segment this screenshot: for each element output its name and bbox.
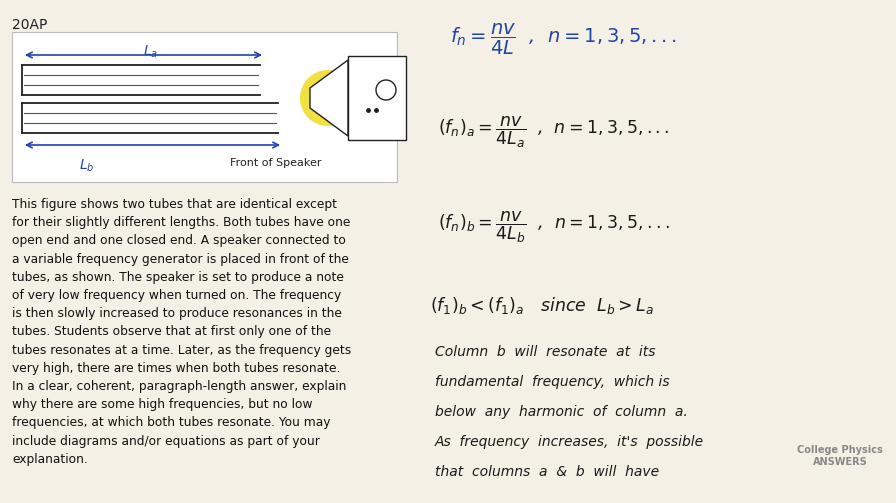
Text: As  frequency  increases,  it's  possible: As frequency increases, it's possible <box>435 435 704 449</box>
Text: $L_a$: $L_a$ <box>143 44 159 60</box>
Text: fundamental  frequency,  which is: fundamental frequency, which is <box>435 375 669 389</box>
Text: $\left(f_n\right)_b = \dfrac{nv}{4L_b}$  ,  $n=1, 3, 5, ...$: $\left(f_n\right)_b = \dfrac{nv}{4L_b}$ … <box>438 210 670 245</box>
Text: $f_n = \dfrac{nv}{4L}$  ,  $n=1, 3, 5, ...$: $f_n = \dfrac{nv}{4L}$ , $n=1, 3, 5, ...… <box>450 22 677 57</box>
Text: that  columns  a  &  b  will  have: that columns a & b will have <box>435 465 659 479</box>
Text: $L_b$: $L_b$ <box>79 158 95 175</box>
Bar <box>12 32 397 182</box>
Text: Column  b  will  resonate  at  its: Column b will resonate at its <box>435 345 656 359</box>
Circle shape <box>300 70 356 126</box>
Text: $\left(f_n\right)_a = \dfrac{nv}{4L_a}$  ,  $n=1, 3, 5, ...$: $\left(f_n\right)_a = \dfrac{nv}{4L_a}$ … <box>438 115 669 150</box>
Text: $\left(f_1\right)_b < \left(f_1\right)_a$   since  $L_b > L_a$: $\left(f_1\right)_b < \left(f_1\right)_a… <box>430 295 654 316</box>
Text: This figure shows two tubes that are identical except
for their slightly differe: This figure shows two tubes that are ide… <box>12 198 351 466</box>
Text: Front of Speaker: Front of Speaker <box>230 158 322 168</box>
Bar <box>348 56 406 140</box>
Polygon shape <box>310 60 348 136</box>
Text: below  any  harmonic  of  column  a.: below any harmonic of column a. <box>435 405 688 419</box>
Text: College Physics
ANSWERS: College Physics ANSWERS <box>797 445 883 467</box>
Text: 20AP: 20AP <box>12 18 47 32</box>
